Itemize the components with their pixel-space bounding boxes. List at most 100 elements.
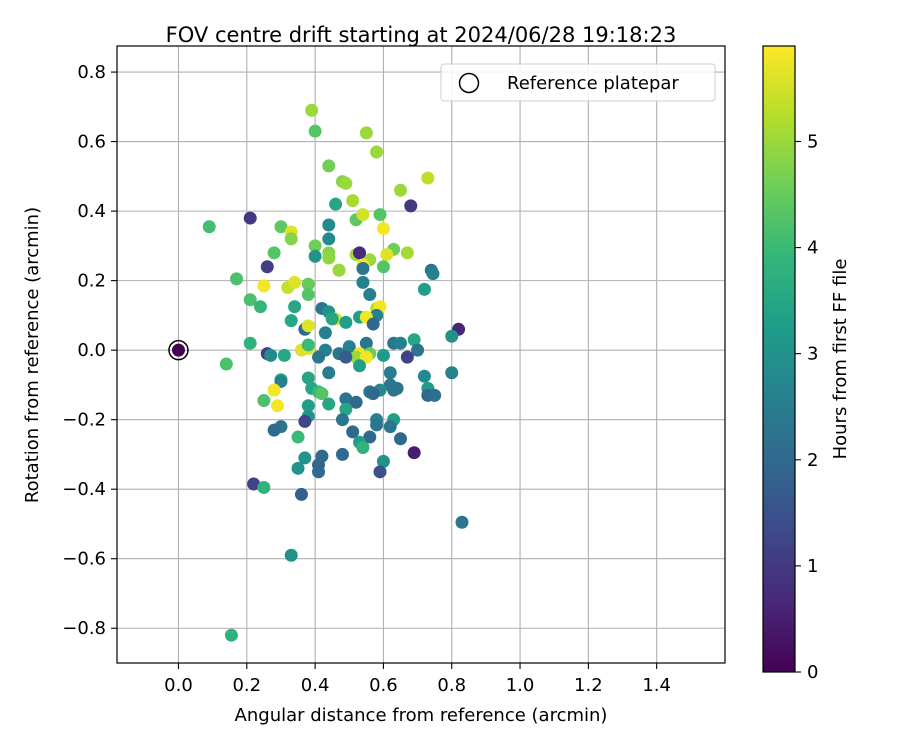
data-point (202, 220, 216, 234)
x-tick-label: 0.2 (232, 675, 261, 696)
data-point (394, 336, 408, 350)
data-point (284, 314, 298, 328)
data-points (202, 103, 469, 642)
legend-label: Reference platepar (507, 73, 679, 94)
chart-title: FOV centre drift starting at 2024/06/28 … (166, 23, 677, 47)
data-point (219, 357, 233, 371)
data-point (353, 359, 367, 373)
data-point (394, 432, 408, 446)
data-point (325, 312, 339, 326)
data-point (291, 461, 305, 475)
data-point (260, 260, 274, 274)
data-point (308, 124, 322, 138)
data-point (339, 392, 353, 406)
data-point (247, 477, 261, 491)
data-point (356, 275, 370, 289)
data-point (301, 399, 315, 413)
data-point (353, 246, 367, 260)
data-point (400, 350, 414, 364)
data-point (356, 440, 370, 454)
data-point (356, 208, 370, 222)
data-point (455, 515, 469, 529)
y-tick-label: −0.8 (62, 618, 106, 639)
y-tick-label: −0.6 (62, 549, 106, 570)
y-tick-label: 0.0 (77, 340, 106, 361)
data-point (359, 336, 373, 350)
x-tick-label: 0.8 (437, 675, 466, 696)
data-point (359, 126, 373, 140)
y-tick-label: 0.6 (77, 132, 106, 153)
data-point (257, 394, 271, 408)
colorbar-tick-label: 4 (807, 238, 818, 259)
data-point (428, 388, 442, 402)
data-point (359, 350, 373, 364)
data-point (426, 267, 440, 281)
data-point (383, 366, 397, 380)
data-point (322, 232, 336, 246)
data-point (284, 548, 298, 562)
data-point (291, 430, 305, 444)
x-tick-label: 0.6 (369, 675, 398, 696)
data-point (394, 183, 408, 197)
data-point (400, 246, 414, 260)
data-point (417, 282, 431, 296)
colorbar-tick-label: 1 (807, 556, 818, 577)
data-point (380, 248, 394, 262)
data-point (376, 348, 390, 362)
colorbar-bar (762, 45, 796, 673)
data-point (363, 288, 377, 302)
data-point (339, 350, 353, 364)
data-point (243, 293, 257, 307)
x-axis-label: Angular distance from reference (arcmin) (235, 705, 608, 726)
colorbar: 0 1 2 3 4 5 Hours from first FF file (762, 45, 851, 683)
y-tick-label: 0.8 (77, 62, 106, 83)
data-point (366, 317, 380, 331)
data-point (230, 272, 244, 286)
data-point (445, 329, 459, 343)
data-point (267, 246, 281, 260)
data-point (308, 239, 322, 253)
data-point (335, 447, 349, 461)
data-point (301, 319, 315, 333)
data-point (404, 199, 418, 213)
data-point (366, 387, 380, 401)
data-point (267, 383, 281, 397)
data-point (332, 263, 346, 277)
data-point (271, 399, 285, 413)
data-point (411, 343, 425, 357)
data-point (373, 465, 387, 479)
data-point (257, 279, 271, 293)
data-point (339, 315, 353, 329)
data-point (277, 348, 291, 362)
data-point (274, 374, 288, 388)
reference-ring (168, 339, 189, 361)
x-tick-label: 1.4 (642, 675, 671, 696)
x-axis-ticks: 0.0 0.2 0.4 0.6 0.8 1.0 1.2 1.4 (164, 663, 671, 696)
data-point (407, 446, 421, 460)
data-point (224, 628, 238, 642)
plot-area (116, 45, 726, 664)
data-point (301, 288, 315, 302)
data-point (264, 348, 278, 362)
legend: Reference platepar (440, 63, 716, 102)
data-point (243, 211, 257, 225)
data-point (346, 194, 360, 208)
y-tick-label: −0.4 (62, 479, 106, 500)
data-point (305, 103, 319, 117)
data-point (322, 159, 336, 173)
data-point (308, 249, 322, 263)
y-tick-label: 0.4 (77, 201, 106, 222)
x-tick-label: 1.2 (574, 675, 603, 696)
data-point (445, 366, 459, 380)
reference-marker (168, 339, 189, 361)
data-point (349, 395, 363, 409)
data-point (301, 277, 315, 291)
data-point (253, 300, 267, 314)
x-tick-label: 0.4 (301, 675, 330, 696)
y-tick-label: −0.2 (62, 410, 106, 431)
data-point (342, 340, 356, 354)
data-point (370, 418, 384, 432)
x-tick-label: 0.0 (164, 675, 193, 696)
data-point (363, 430, 377, 444)
